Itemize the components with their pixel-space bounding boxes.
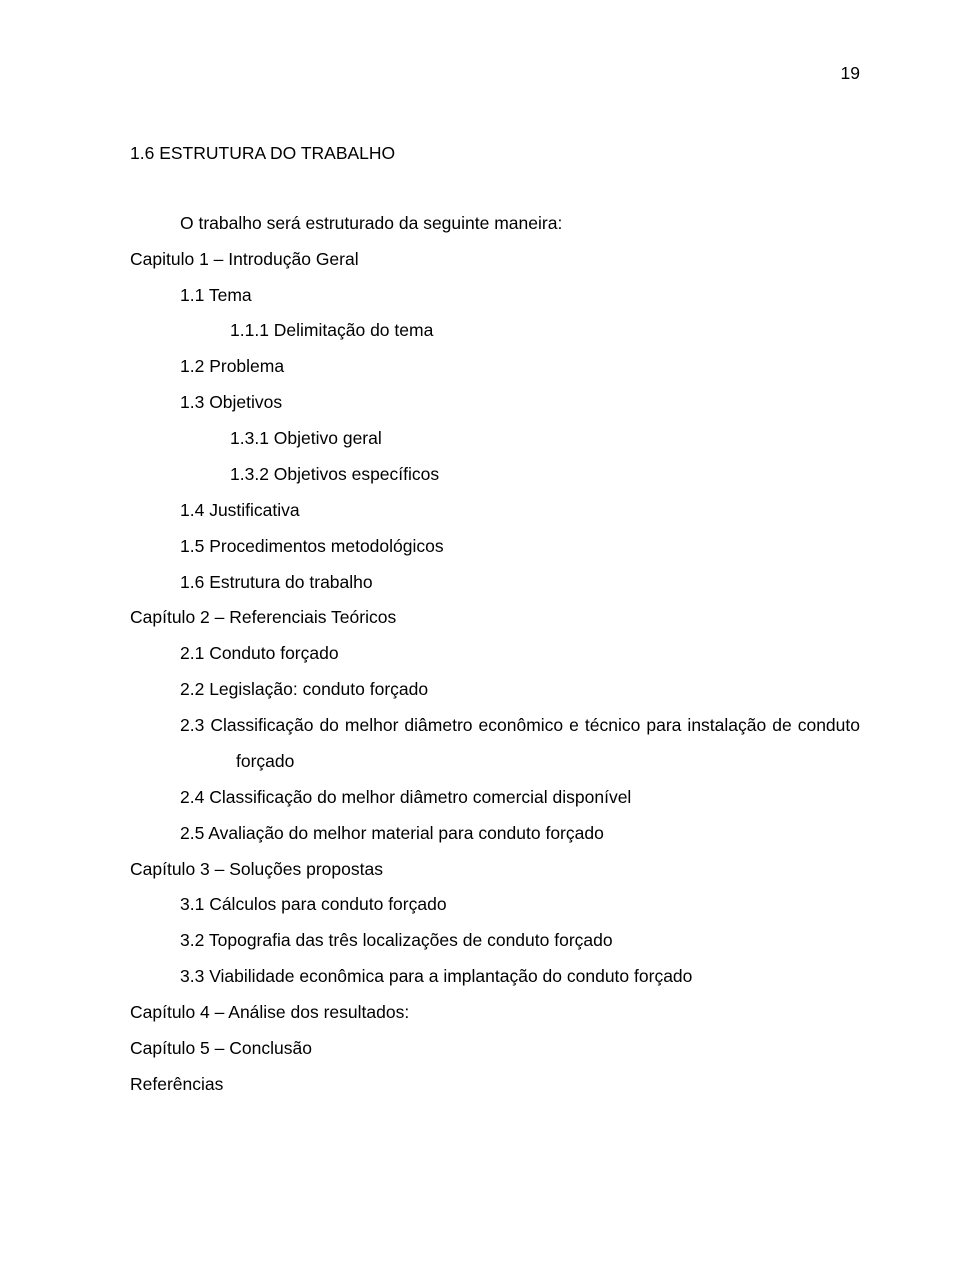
toc-line: 1.4 Justificativa — [180, 493, 860, 529]
toc-line: Referências — [130, 1067, 860, 1103]
toc-line: 1.6 Estrutura do trabalho — [180, 565, 860, 601]
toc-line: 1.1 Tema — [180, 278, 860, 314]
toc-line: 1.3 Objetivos — [180, 385, 860, 421]
toc-line: Capítulo 4 – Análise dos resultados: — [130, 995, 860, 1031]
toc-line: Capítulo 2 – Referenciais Teóricos — [130, 600, 860, 636]
toc-line: 1.3.2 Objetivos específicos — [230, 457, 860, 493]
page-number: 19 — [130, 56, 860, 92]
toc-line: Capítulo 5 – Conclusão — [130, 1031, 860, 1067]
toc-line: 2.1 Conduto forçado — [180, 636, 860, 672]
toc-line: 2.5 Avaliação do melhor material para co… — [180, 816, 860, 852]
toc-line: 1.1.1 Delimitação do tema — [230, 313, 860, 349]
toc-line: 1.5 Procedimentos metodológicos — [180, 529, 860, 565]
intro-text: O trabalho será estruturado da seguinte … — [180, 206, 860, 242]
toc-line: 1.3.1 Objetivo geral — [230, 421, 860, 457]
toc-line: Capítulo 3 – Soluções propostas — [130, 852, 860, 888]
toc-line: 1.2 Problema — [180, 349, 860, 385]
toc-line: 3.2 Topografia das três localizações de … — [180, 923, 860, 959]
toc-line: 2.2 Legislação: conduto forçado — [180, 672, 860, 708]
toc-line: 3.1 Cálculos para conduto forçado — [180, 887, 860, 923]
document-page: 19 1.6 ESTRUTURA DO TRABALHO O trabalho … — [0, 0, 960, 1269]
toc-line: 2.4 Classificação do melhor diâmetro com… — [180, 780, 860, 816]
toc-line: 2.3 Classificação do melhor diâmetro eco… — [180, 708, 860, 780]
toc-line: Capitulo 1 – Introdução Geral — [130, 242, 860, 278]
section-heading: 1.6 ESTRUTURA DO TRABALHO — [130, 136, 860, 172]
toc-line: 3.3 Viabilidade econômica para a implant… — [180, 959, 860, 995]
